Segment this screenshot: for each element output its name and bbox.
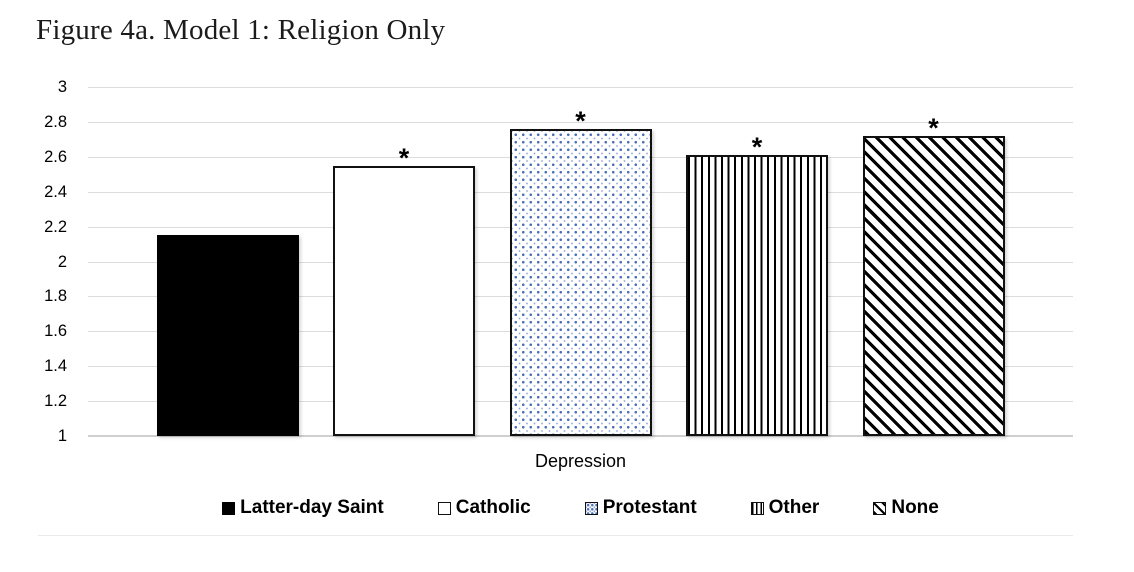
bar-latter-day-saint — [156, 235, 299, 436]
significance-asterisk: * — [398, 142, 410, 173]
legend-marker-other-icon — [750, 501, 764, 515]
bar-catholic — [333, 165, 475, 436]
legend-item-none: None — [873, 497, 939, 519]
y-tick-label: 2.4 — [44, 182, 67, 201]
legend-marker-protestant-icon — [584, 501, 598, 515]
legend-label: Other — [768, 497, 820, 518]
gridline — [88, 121, 1073, 123]
y-tick-label: 1.8 — [44, 287, 67, 306]
bar-none — [862, 135, 1005, 436]
legend-label: Latter-day Saint — [240, 497, 384, 518]
x-axis-line — [88, 435, 1073, 437]
significance-asterisk: * — [928, 112, 939, 143]
y-tick-label: 1.6 — [44, 322, 67, 341]
y-tick-label: 2.2 — [44, 217, 67, 236]
chart-legend: Latter-day Saint Catholic Protestant Other N… — [88, 497, 1073, 519]
y-tick-label: 2 — [57, 252, 67, 271]
y-tick-label: 3 — [57, 78, 67, 96]
legend-label: Catholic — [455, 497, 531, 518]
significance-asterisk: * — [751, 132, 763, 163]
y-tick-label: 1.4 — [44, 357, 67, 376]
bar-other — [686, 155, 828, 436]
figure-title: Figure 4a. Model 1: Religion Only — [36, 14, 446, 46]
gridline — [88, 87, 1073, 88]
legend-marker-none-icon — [873, 501, 887, 515]
significance-asterisk: * — [575, 105, 586, 136]
x-axis-label: Depression — [534, 451, 627, 471]
bottom-divider — [38, 535, 1073, 536]
legend-marker-catholic-icon — [437, 501, 451, 515]
y-tick-label: 1 — [57, 427, 67, 445]
legend-item-protestant: Protestant — [584, 497, 697, 519]
legend-label: None — [891, 497, 939, 518]
bar-protestant — [509, 128, 652, 436]
plot-area: * * * * — [88, 87, 1073, 437]
legend-item-latter-day-saint: Latter-day Saint — [222, 497, 384, 519]
legend-marker-latter-day-saint-icon — [222, 501, 236, 515]
legend-item-catholic: Catholic — [437, 497, 531, 519]
y-tick-label: 2.6 — [44, 147, 67, 166]
y-tick-label: 1.2 — [44, 392, 67, 411]
legend-item-other: Other — [750, 497, 820, 519]
y-tick-label: 2.8 — [44, 112, 67, 131]
y-axis: 3 2.8 2.6 2.4 2.2 2 1.8 1.6 1.4 1.2 1 — [0, 78, 67, 445]
legend-label: Protestant — [602, 497, 697, 518]
